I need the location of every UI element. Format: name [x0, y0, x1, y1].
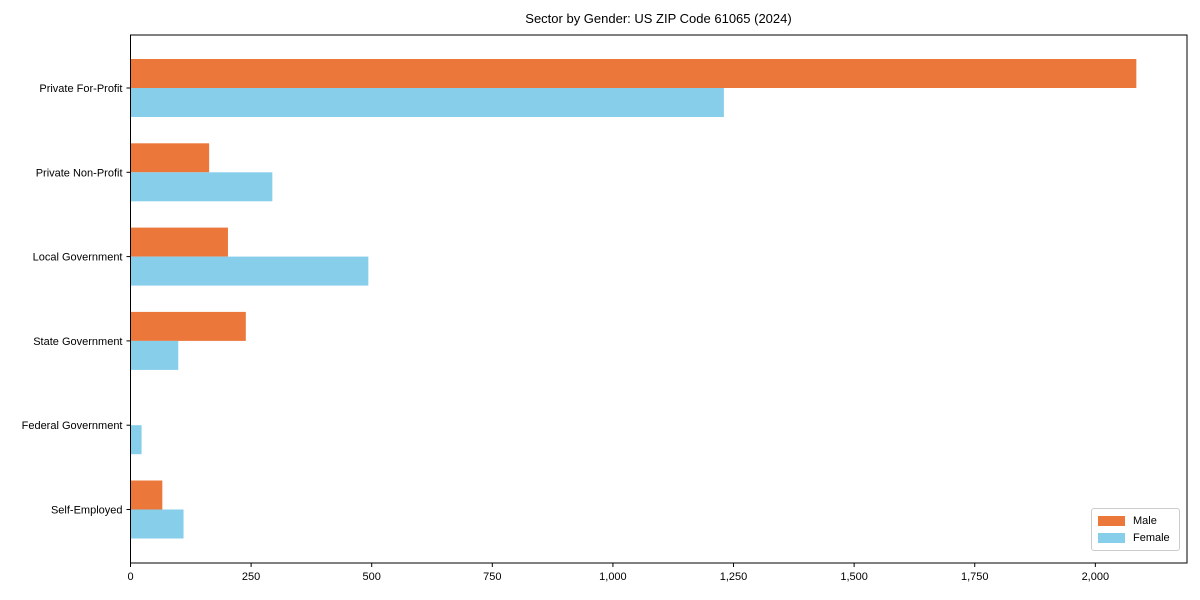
y-tick-label: Private Non-Profit: [36, 167, 123, 179]
plot-frame: [130, 34, 1188, 564]
y-tick-label: Private For-Profit: [39, 83, 122, 95]
legend: Male Female: [1091, 508, 1180, 551]
bar-female-local-government: [130, 256, 369, 286]
y-tick-label: Federal Government: [22, 420, 123, 432]
x-tick-label: 1,750: [961, 571, 989, 583]
y-tick-label: Local Government: [33, 252, 123, 264]
y-tick-label: State Government: [33, 336, 122, 348]
bar-male-private-for-profit: [130, 59, 1137, 88]
bar-male-local-government: [130, 227, 228, 257]
y-tick-label: Self-Employed: [51, 505, 123, 517]
x-tick-label: 1,500: [840, 571, 868, 583]
x-tick-label: 750: [483, 571, 501, 583]
x-tick-label: 2,000: [1082, 571, 1110, 583]
x-tick-label: 1,250: [720, 571, 748, 583]
bar-female-private-non-profit: [130, 172, 273, 202]
chart-title: Sector by Gender: US ZIP Code 61065 (202…: [525, 11, 792, 26]
legend-swatch-male-icon: [1098, 516, 1125, 527]
legend-swatch-female-icon: [1098, 532, 1125, 543]
x-tick-label: 500: [363, 571, 381, 583]
legend-item-male: Male: [1098, 514, 1173, 529]
bar-male-private-non-profit: [130, 143, 210, 173]
x-tick-label: 0: [127, 571, 133, 583]
legend-label-female: Female: [1133, 531, 1170, 544]
bar-female-private-for-profit: [130, 88, 724, 117]
bar-male-state-government: [130, 311, 246, 341]
x-tick-label: 1,000: [599, 571, 627, 583]
x-tick-label: 250: [242, 571, 260, 583]
bar-female-federal-government: [130, 425, 142, 455]
bar-female-state-government: [130, 340, 179, 370]
legend-label-male: Male: [1133, 515, 1157, 528]
bar-female-self-employed: [130, 509, 184, 539]
bar-male-self-employed: [130, 480, 163, 510]
legend-item-female: Female: [1098, 530, 1173, 545]
